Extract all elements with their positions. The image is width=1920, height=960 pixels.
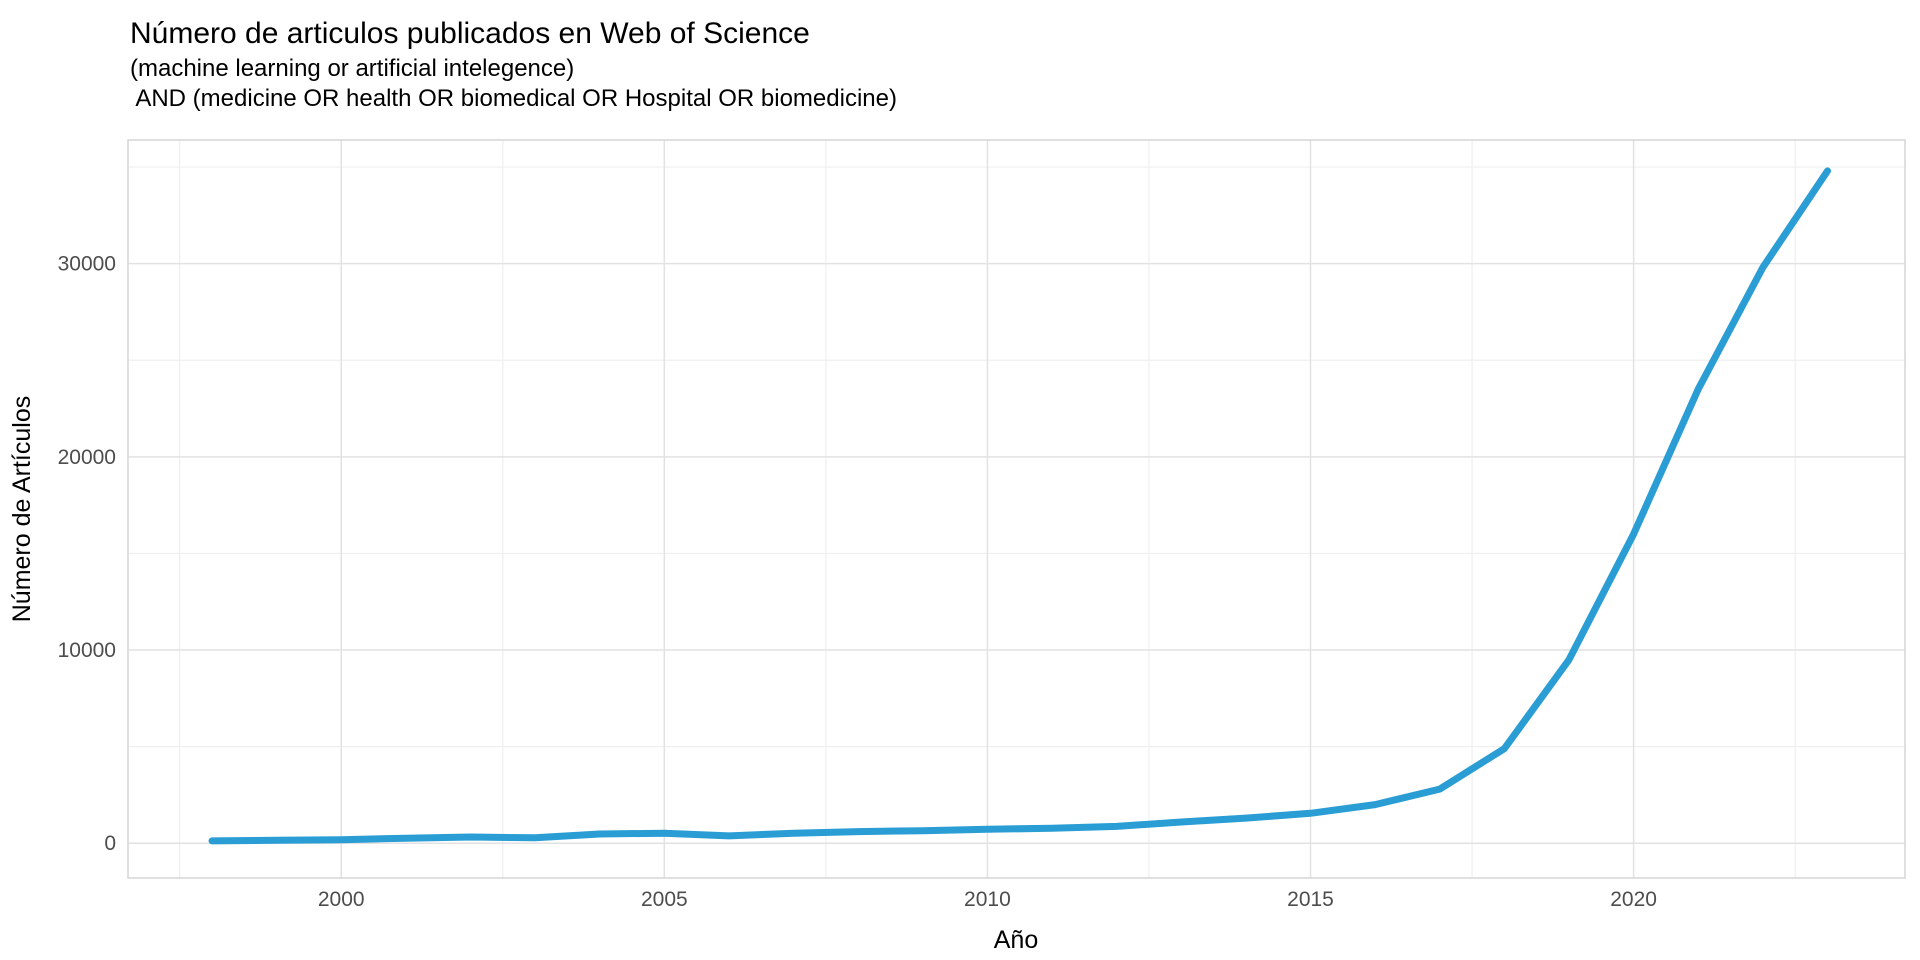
y-tick-label: 10000 xyxy=(58,639,116,662)
panel-border xyxy=(127,139,1906,879)
x-tick-label: 2015 xyxy=(1287,888,1334,911)
series-layer xyxy=(208,167,1831,845)
y-tick-label: 0 xyxy=(104,832,116,855)
x-axis-title: Año xyxy=(994,926,1038,954)
chart-title: Número de articulos publicados en Web of… xyxy=(130,17,810,50)
y-tick-label: 20000 xyxy=(58,446,116,469)
x-tick-label: 2010 xyxy=(964,888,1011,911)
chart-subtitle-line1: (machine learning or artificial intelege… xyxy=(130,55,575,82)
ticks-layer: 2000 2005 2010 2015 2020 0 10000 20000 30000 xyxy=(58,253,1657,911)
y-axis-title: Número de Artículos xyxy=(8,396,36,623)
line-chart: 2000 2005 2010 2015 2020 0 10000 20000 30000 Año… xyxy=(8,139,1906,954)
x-tick-label: 2000 xyxy=(318,888,365,911)
y-tick-label: 30000 xyxy=(58,253,116,276)
x-tick-label: 2005 xyxy=(641,888,688,911)
chart-header: Número de articulos publicados en Web of… xyxy=(0,0,1920,114)
data-line xyxy=(208,167,1831,845)
grid-layer xyxy=(128,140,1905,878)
x-tick-label: 2020 xyxy=(1610,888,1657,911)
chart-subtitle-line2: AND (medicine OR health OR biomedical OR… xyxy=(130,85,897,112)
